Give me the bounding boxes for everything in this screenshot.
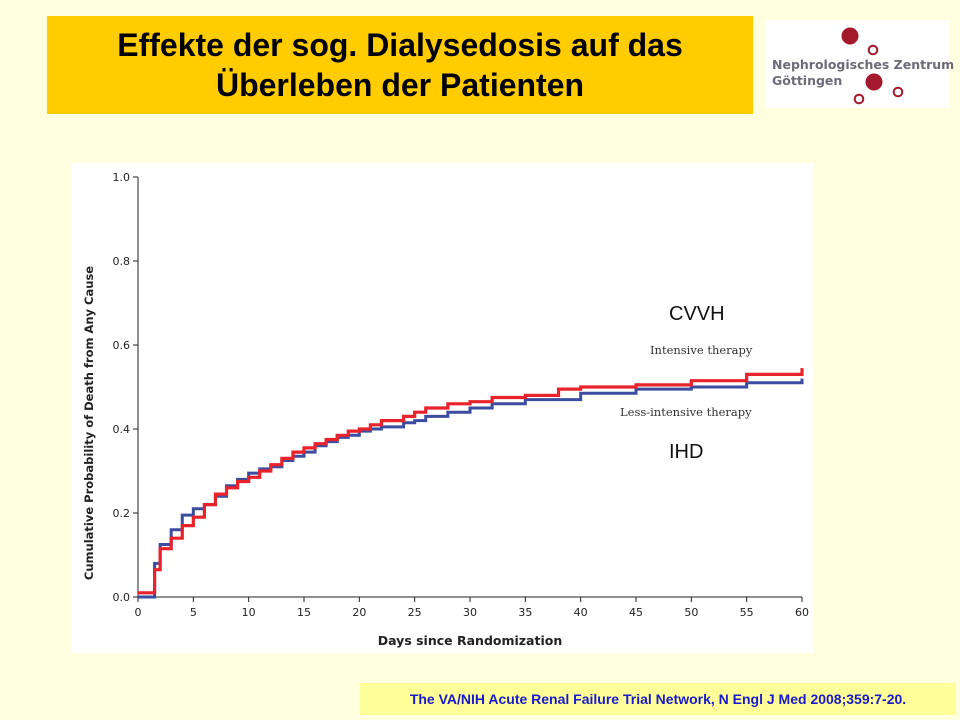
chart-series-layer	[138, 368, 804, 599]
x-tick-label: 40	[574, 606, 588, 619]
x-tick-label: 35	[518, 606, 532, 619]
page-title-line-1: Effekte der sog. Dialysedosis auf das	[117, 27, 683, 63]
x-tick-label: 45	[629, 606, 643, 619]
x-tick-label: 55	[740, 606, 754, 619]
x-tick-label: 5	[190, 606, 197, 619]
logo-ring-1	[867, 44, 879, 56]
logo-text-line-2: Göttingen	[772, 73, 843, 88]
y-tick-label: 0.2	[113, 507, 131, 520]
legend-less-intensive-therapy: Less-intensive therapy	[620, 405, 752, 419]
y-tick-label: 0.4	[113, 423, 131, 436]
nephrology-center-logo: Nephrologisches Zentrum Göttingen	[765, 20, 954, 108]
title-banner: Effekte der sog. Dialysedosis auf das Üb…	[47, 16, 753, 114]
x-tick-label: 50	[684, 606, 698, 619]
y-tick-label: 0.0	[113, 591, 131, 604]
chart-panel: 0.0 0.2 0.4 0.6 0.8 1.0 0 5 10 15 20 25 30 35 40 45 50 55…	[72, 163, 814, 653]
x-tick-label: 20	[352, 606, 366, 619]
citation-box: The VA/NIH Acute Renal Failure Trial Net…	[360, 683, 956, 715]
citation-text: The VA/NIH Acute Renal Failure Trial Net…	[409, 691, 907, 707]
series-line-intensive-therapy	[138, 368, 804, 595]
y-tick-label: 0.6	[113, 339, 131, 352]
y-tick-label: 1.0	[113, 171, 131, 184]
logo-dot-large-2	[865, 73, 883, 91]
logo-ring-2	[892, 86, 904, 98]
chart-axes: 0.0 0.2 0.4 0.6 0.8 1.0 0 5 10 15 20 25 30 35 40 45 50 55…	[113, 171, 810, 619]
x-tick-label: 0	[135, 606, 142, 619]
logo-dot-large-1	[841, 27, 859, 45]
page-title-line-2: Überleben der Patienten	[215, 67, 585, 103]
x-axis-label: Days since Randomization	[378, 633, 563, 648]
survival-chart: 0.0 0.2 0.4 0.6 0.8 1.0 0 5 10 15 20 25 30 35 40 45 50 55…	[82, 171, 810, 648]
x-tick-label: 25	[408, 606, 422, 619]
logo-text-line-1: Nephrologisches Zentrum	[772, 57, 955, 72]
logo-dots	[841, 27, 904, 105]
legend-intensive-therapy: Intensive therapy	[650, 343, 753, 357]
y-tick-label: 0.8	[113, 255, 131, 268]
x-tick-label: 30	[463, 606, 477, 619]
annotation-ihd: IHD	[669, 441, 703, 463]
y-axis-label: Cumulative Probability of Death from Any…	[82, 266, 96, 580]
annotation-cvvh: CVVH	[669, 303, 725, 325]
logo-ring-3	[853, 93, 865, 105]
x-tick-label: 10	[242, 606, 256, 619]
x-tick-label: 60	[795, 606, 809, 619]
x-tick-label: 15	[297, 606, 311, 619]
